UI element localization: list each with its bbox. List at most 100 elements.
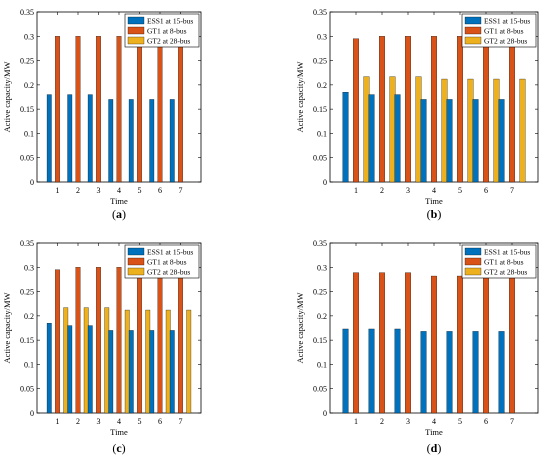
x-tick-label: 1 — [56, 417, 60, 426]
bar-gt2-t4 — [441, 78, 448, 183]
bar-ess1-t1 — [342, 91, 349, 183]
y-tick-label: 0.3 — [24, 32, 34, 41]
y-tick-label: 0.3 — [24, 263, 34, 272]
bar-gt1-t6 — [483, 36, 489, 183]
bar-gt1-t2 — [75, 36, 81, 183]
x-tick-label: 7 — [510, 417, 514, 426]
legend-entry: GT2 at 28-bus — [147, 37, 190, 46]
y-tick-label: 0.25 — [20, 57, 34, 66]
legend-swatch — [127, 257, 145, 266]
y-tick-label: 0.1 — [24, 129, 34, 138]
y-tick-label: 0.35 — [20, 239, 34, 248]
y-tick-label: 0.15 — [20, 105, 34, 114]
bar-gt2-t7 — [519, 78, 526, 183]
bar-ess1-t6 — [472, 331, 479, 414]
legend-swatch — [127, 36, 145, 45]
bar-gt1-t5 — [137, 36, 142, 183]
panel-caption: (a) — [112, 207, 126, 221]
y-tick-label: 0.15 — [313, 105, 327, 114]
y-tick-label: 0.05 — [313, 385, 327, 394]
x-tick-label: 4 — [432, 417, 436, 426]
x-tick-label: 2 — [380, 186, 384, 195]
legend-swatch — [464, 26, 482, 35]
x-tick-label: 2 — [380, 417, 384, 426]
y-axis-label: Active capacity/MW — [2, 292, 12, 363]
bar-ess1-t4 — [108, 330, 114, 414]
legend-entry: ESS1 at 15-bus — [147, 248, 193, 257]
legend-entry: ESS1 at 15-bus — [147, 17, 193, 26]
legend-entry: GT2 at 28-bus — [484, 268, 527, 277]
y-tick-label: 0.35 — [313, 8, 327, 17]
bar-gt2-t4 — [124, 309, 130, 414]
x-axis-label: Time — [110, 427, 128, 437]
bar-gt1-t7 — [178, 36, 183, 183]
bar-ess1-t3 — [87, 325, 93, 414]
bar-ess1-t5 — [128, 330, 134, 414]
bar-ess1-t1 — [46, 94, 52, 183]
bar-ess1-t2 — [368, 94, 375, 183]
x-axis-label: Time — [425, 196, 443, 206]
y-tick-label: 0.25 — [313, 57, 327, 66]
x-tick-label: 5 — [458, 186, 462, 195]
y-axis-label: Active capacity/MW — [295, 292, 305, 363]
chart-panel-a: 0 0.05 0.1 0.15 0.2 0.25 0.3 0.35 1 2 3 4 5 6 7 ESS1 at… — [2, 8, 202, 221]
bar-gt2-t1 — [63, 307, 69, 414]
x-tick-label: 4 — [117, 186, 121, 195]
bar-gt1-t4 — [116, 36, 122, 183]
bar-gt1-t1 — [353, 38, 359, 183]
bar-gt1-t1 — [55, 36, 60, 183]
bar-gt2-t3 — [104, 307, 110, 414]
y-tick-label: 0.3 — [317, 263, 327, 272]
bar-gt2-t5 — [467, 78, 474, 183]
x-tick-label: 6 — [484, 186, 488, 195]
y-tick-label: 0.1 — [317, 129, 327, 138]
x-tick-label: 7 — [179, 186, 183, 195]
bar-gt1-t2 — [379, 272, 385, 414]
bar-gt2-t6 — [493, 78, 500, 183]
x-tick-label: 2 — [76, 186, 80, 195]
y-tick-label: 0 — [30, 178, 34, 187]
y-tick-label: 0.25 — [20, 288, 34, 297]
x-tick-label: 1 — [354, 186, 358, 195]
bar-gt2-t1 — [363, 76, 370, 183]
x-tick-label: 6 — [158, 186, 162, 195]
bar-gt1-t3 — [405, 36, 411, 183]
legend-swatch — [127, 267, 145, 276]
y-tick-label: 0.05 — [20, 385, 34, 394]
bar-ess1-t2 — [67, 94, 73, 183]
bar-gt1-t1 — [353, 272, 359, 414]
y-tick-label: 0.3 — [317, 32, 327, 41]
bar-gt1-t3 — [405, 272, 411, 414]
bar-gt2-t5 — [145, 309, 151, 414]
y-tick-label: 0.15 — [20, 336, 34, 345]
x-tick-label: 3 — [97, 417, 101, 426]
x-tick-label: 6 — [158, 417, 162, 426]
bar-gt1-t5 — [457, 36, 463, 183]
bar-ess1-t7 — [169, 99, 175, 183]
bar-gt1-t7 — [509, 36, 515, 183]
panel-caption: (b) — [427, 207, 442, 221]
bar-gt1-t4 — [431, 275, 437, 414]
x-tick-label: 5 — [458, 417, 462, 426]
y-tick-label: 0.2 — [317, 312, 327, 321]
bar-gt1-t6 — [483, 275, 489, 414]
x-tick-label: 4 — [432, 186, 436, 195]
bar-ess1-t3 — [394, 94, 401, 183]
bar-gt1-t7 — [509, 275, 515, 414]
legend-entry: GT1 at 8-bus — [484, 27, 524, 36]
chart-panel-b: 0 0.05 0.1 0.15 0.2 0.25 0.3 0.35 1 2 3 4 5 6 7 ESS1 at… — [295, 8, 539, 221]
panel-caption: (c) — [112, 441, 125, 455]
bar-ess1-t4 — [420, 99, 427, 183]
bar-gt1-t5 — [137, 267, 142, 414]
x-tick-label: 3 — [406, 186, 410, 195]
x-axis-label: Time — [110, 196, 128, 206]
x-tick-label: 6 — [484, 417, 488, 426]
bar-ess1-t7 — [498, 99, 505, 183]
y-tick-label: 0.35 — [313, 239, 327, 248]
bar-ess1-t2 — [368, 328, 375, 414]
